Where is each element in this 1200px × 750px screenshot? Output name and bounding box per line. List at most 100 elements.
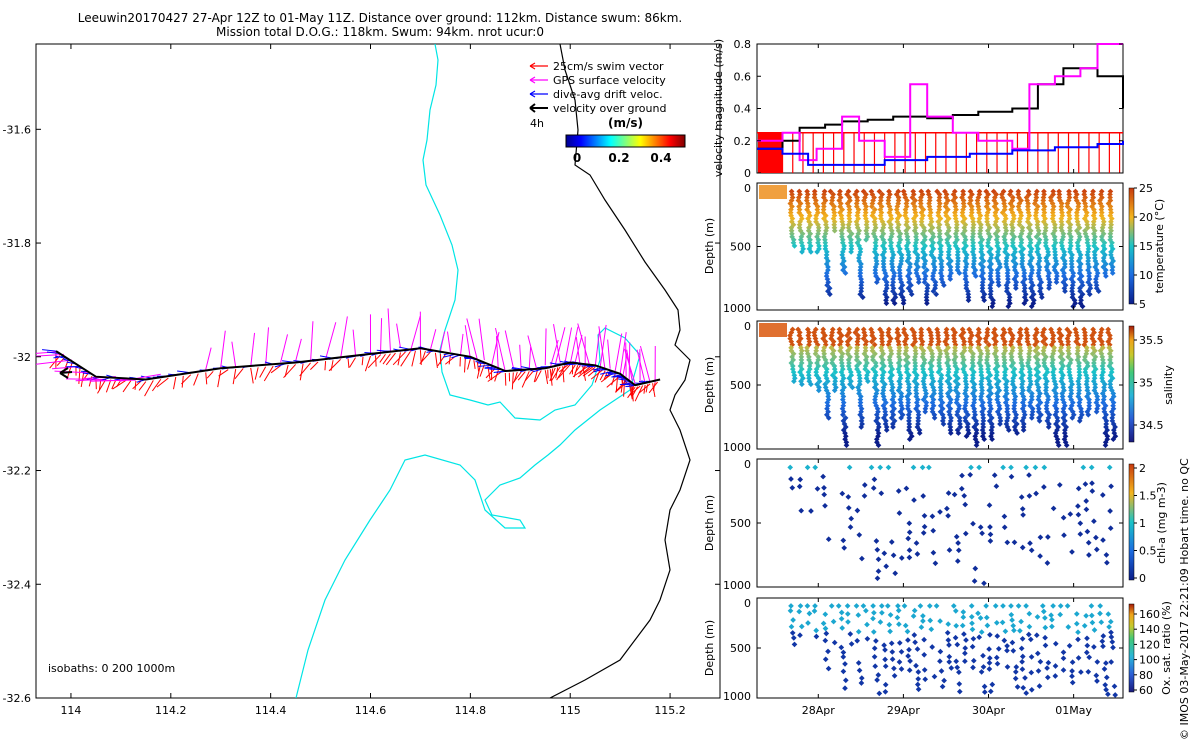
swim-vector — [254, 367, 259, 380]
swim-vector — [479, 364, 485, 377]
gps-velocity-vector — [265, 327, 270, 366]
swim-vector — [400, 351, 411, 367]
swim-vector — [521, 371, 530, 388]
velocity-y-tick-label: 0.2 — [734, 135, 752, 148]
profile-sample — [978, 243, 985, 249]
depth-tick-label: 500 — [730, 517, 751, 530]
profile-sample — [972, 273, 979, 279]
profile-sample — [853, 200, 860, 207]
drift-velocity-vector — [42, 349, 57, 352]
profile-sample — [968, 203, 975, 210]
map-y-tick-label: -32.2 — [3, 465, 31, 478]
depth-tick-label: 0 — [744, 320, 751, 333]
profile-sample — [1019, 252, 1026, 258]
colorbar-tick-label: 1 — [1139, 517, 1146, 530]
swim-vector — [328, 358, 341, 372]
time-tick-label: 01May — [1055, 704, 1092, 717]
depth-tick-label: 1000 — [723, 302, 751, 315]
gps-velocity-vector — [544, 328, 547, 366]
profile-sample — [869, 203, 875, 210]
gps-velocity-vector — [36, 353, 64, 357]
swim-vector — [574, 365, 581, 374]
profile-sample — [915, 279, 922, 286]
profile-sample — [990, 297, 996, 304]
profile-sample — [1028, 303, 1035, 310]
profile-sample — [1103, 273, 1109, 279]
profile-sample — [858, 282, 865, 289]
colorbar-tick-label: 15 — [1139, 240, 1153, 253]
profile-sample — [885, 197, 892, 204]
gps-velocity-vector — [439, 331, 446, 352]
profile-sample — [825, 390, 832, 397]
gps-velocity-vector — [577, 323, 591, 368]
gps-velocity-vector — [639, 345, 651, 383]
profile-sample — [924, 300, 930, 307]
gps-velocity-vector — [464, 325, 471, 359]
profile-sample — [1085, 243, 1092, 249]
salinity-colorbar-ticks: 35.5 35 34.5 — [1134, 334, 1164, 432]
profile-sample — [796, 221, 803, 228]
profile-sample — [811, 188, 818, 195]
profile-sample — [952, 200, 959, 207]
gps-velocity-vector — [574, 334, 583, 363]
profile-sample — [789, 363, 796, 369]
profile-sample — [845, 221, 852, 228]
swim-vector — [467, 358, 471, 370]
velocity-series-line — [757, 140, 1124, 166]
swim-vector — [638, 383, 651, 394]
swim-vector — [367, 354, 381, 369]
profile-sample — [921, 279, 928, 286]
profile-sample — [813, 344, 820, 351]
gps-velocity-vector — [624, 348, 636, 384]
profile-sample — [1062, 288, 1068, 295]
swim-vector — [181, 374, 192, 385]
profile-sample — [1107, 230, 1114, 237]
velocity-y-axis: 0 0.2 0.4 0.6 0.8 — [734, 38, 1123, 180]
map-x-tick-label: 114.4 — [255, 704, 287, 717]
profile-sample — [1053, 279, 1060, 286]
time-tick-label: 29Apr — [887, 704, 921, 717]
profile-sample — [876, 188, 883, 195]
colorbar-tick-2: 0.4 — [650, 151, 671, 165]
gps-velocity-vector — [614, 333, 623, 372]
profile-sample — [989, 303, 996, 310]
swim-vector — [259, 366, 267, 378]
profile-sample — [846, 206, 853, 213]
swim-vector — [263, 365, 274, 382]
swim-vector — [299, 362, 311, 377]
profile-sample — [808, 381, 814, 388]
velocity-frame — [756, 43, 1124, 174]
colorbar-tick-label: 2 — [1139, 462, 1146, 475]
profile-sample — [1109, 270, 1116, 276]
profile-sample — [823, 252, 830, 258]
colorbar-tick-label: 0 — [1139, 572, 1146, 585]
drift-velocity-vector — [619, 382, 633, 386]
profile-sample — [984, 215, 990, 222]
swim-vector — [385, 352, 396, 366]
gps-velocity-vector — [340, 316, 348, 359]
profile-sample — [787, 332, 793, 339]
profile-sample — [1073, 209, 1080, 216]
swim-vector — [606, 375, 621, 388]
drift-velocity-vector — [623, 383, 634, 386]
glider-track-line — [55, 347, 661, 387]
profile-sample — [812, 350, 819, 357]
depth-tick-label: 0 — [744, 182, 751, 195]
profile-sample — [1001, 197, 1007, 204]
profile-sample — [1084, 224, 1091, 231]
profile-sample — [808, 249, 814, 255]
profile-sample — [878, 194, 884, 201]
swim-vector — [138, 381, 147, 391]
map-y-tick-label: -31.8 — [3, 237, 31, 250]
profile-sample — [904, 258, 911, 264]
profile-sample — [848, 243, 855, 249]
swim-vector — [512, 371, 522, 384]
profile-sample — [1016, 221, 1023, 228]
profile-sample — [1027, 236, 1034, 243]
velocity-series-line — [757, 67, 1124, 150]
gps-velocity-vector — [352, 329, 357, 356]
gps-velocity-vector — [94, 379, 136, 382]
gps-velocity-vector — [36, 359, 73, 365]
profile-sample — [825, 415, 832, 421]
gps-velocity-vector — [564, 327, 573, 362]
